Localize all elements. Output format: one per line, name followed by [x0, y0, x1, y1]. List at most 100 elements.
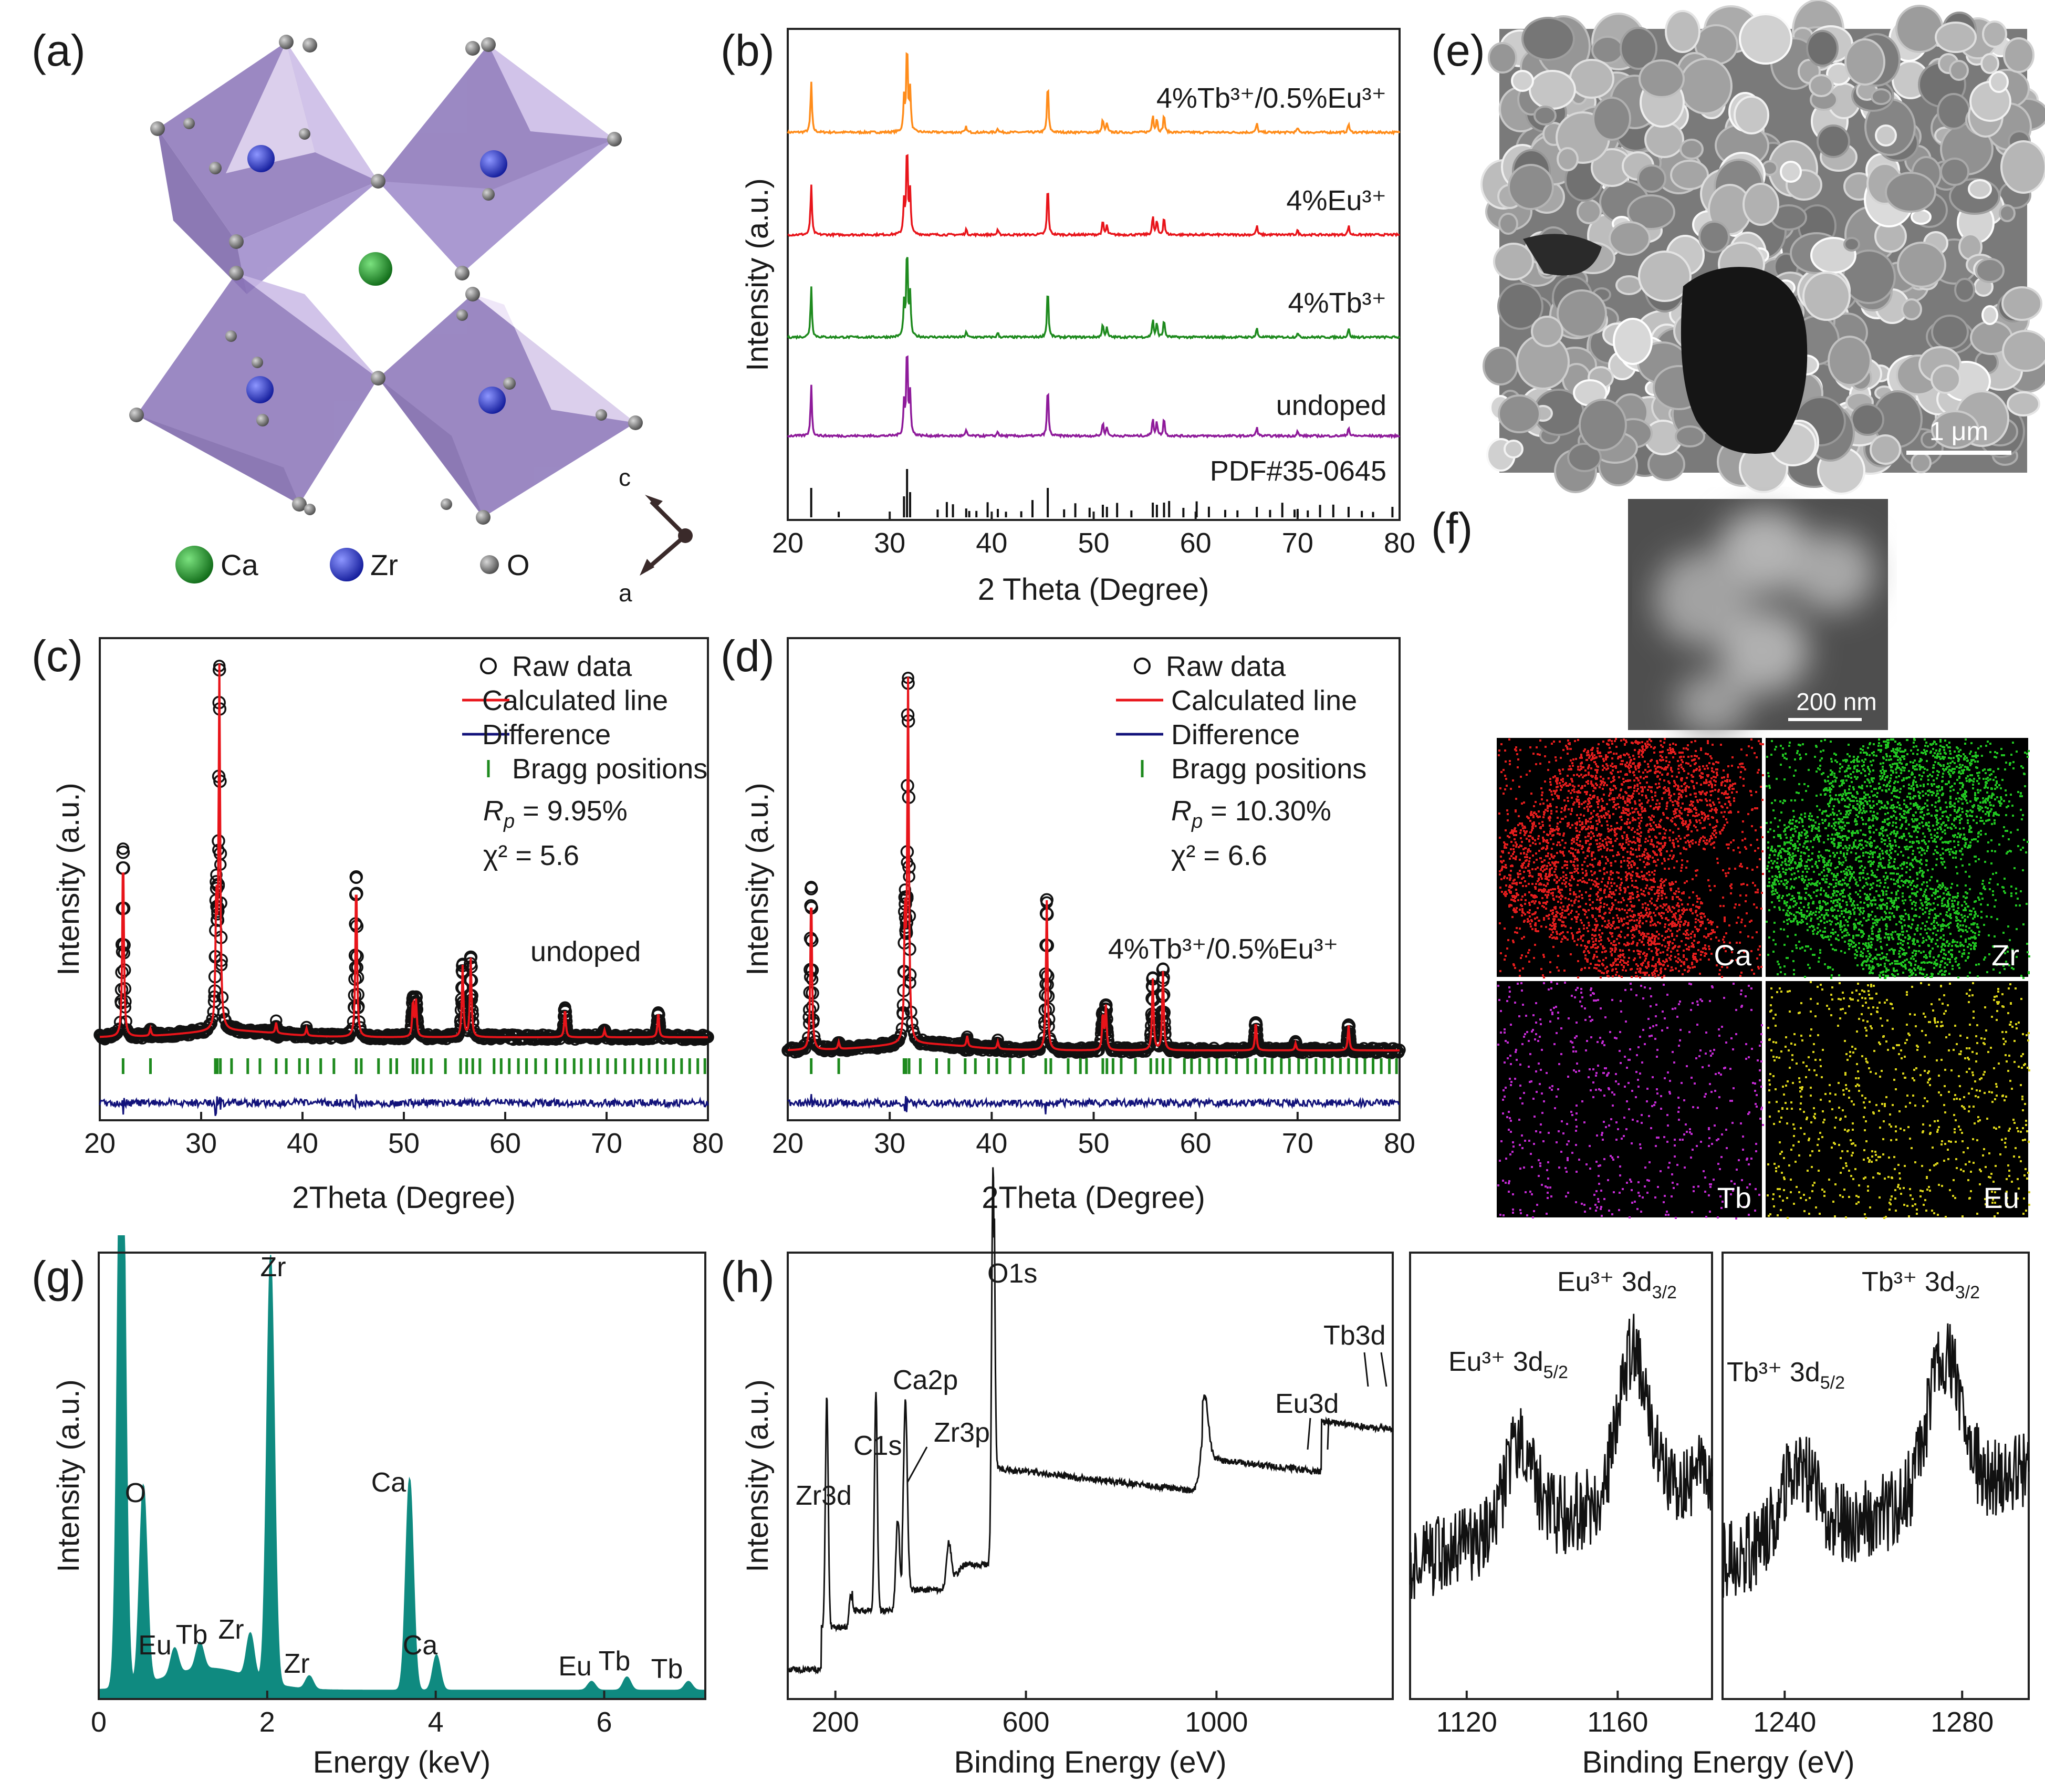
map-dot	[1612, 766, 1614, 768]
map-dot	[1754, 807, 1756, 809]
x-tick-label: 60	[1180, 1128, 1212, 1159]
sem-grain	[1885, 172, 1936, 213]
map-dot	[1545, 908, 1547, 910]
map-dot	[1537, 838, 1539, 840]
map-dot	[1658, 913, 1661, 915]
map-dot	[1647, 942, 1649, 944]
map-dot	[1737, 916, 1739, 919]
map-dot	[1660, 740, 1662, 742]
map-dot	[1537, 907, 1539, 909]
map-dot	[1683, 747, 1685, 749]
map-dot	[1636, 837, 1639, 839]
x-tick-label: 40	[976, 1128, 1007, 1159]
map-dot	[1747, 935, 1749, 937]
map-dot	[1745, 894, 1747, 897]
map-dot	[1757, 949, 1759, 951]
map-dot	[1630, 968, 1632, 971]
map-dot	[1762, 774, 1764, 776]
map-dot	[1731, 791, 1733, 794]
map-dot	[1663, 912, 1665, 914]
map-dot	[1611, 798, 1613, 800]
map-dot	[1665, 766, 1667, 768]
map-dot	[1693, 953, 1695, 955]
map-dot	[1625, 970, 1627, 972]
map-dot	[1743, 785, 1745, 787]
map-dot	[1647, 858, 1650, 860]
map-dot	[1636, 944, 1638, 946]
map-dot	[1654, 970, 1656, 972]
map-dot	[1687, 773, 1689, 775]
map-dot	[1591, 934, 1593, 936]
sem-grain	[1679, 58, 1733, 114]
map-dot	[1707, 818, 1709, 820]
map-dot	[1608, 908, 1610, 910]
map-dot	[1519, 870, 1521, 872]
map-dot	[1747, 813, 1749, 815]
series-label-tb: 4%Tb³⁺	[1288, 287, 1386, 319]
map-dot	[1715, 761, 1717, 763]
map-dot	[1598, 960, 1600, 962]
atom-zr	[478, 387, 506, 414]
map-dot	[1581, 803, 1583, 805]
map-dot	[1582, 877, 1584, 879]
map-dot	[1665, 903, 1667, 905]
map-dot	[1579, 820, 1581, 822]
map-dot	[1753, 973, 1755, 975]
map-dot	[1672, 906, 1674, 908]
map-dot	[1581, 868, 1583, 870]
map-dot	[1590, 780, 1592, 783]
map-dot	[1514, 931, 1516, 933]
map-dot	[1511, 886, 1513, 888]
map-dot	[1755, 829, 1757, 831]
map-dot	[1569, 888, 1571, 890]
map-dot	[1618, 901, 1620, 903]
map-dot	[1611, 743, 1613, 745]
map-dot	[1718, 801, 1720, 804]
map-dot	[1648, 836, 1651, 838]
map-dot	[1651, 886, 1653, 888]
map-dot	[1649, 823, 1651, 825]
map-dot	[1672, 896, 1674, 898]
map-dot	[1579, 931, 1581, 933]
map-dot	[1654, 914, 1656, 916]
map-dot	[1639, 921, 1641, 923]
x-tick-label: 70	[591, 1128, 622, 1159]
map-dot	[1643, 944, 1645, 946]
map-dot	[1578, 928, 1580, 930]
map-dot	[1647, 855, 1650, 857]
map-dot	[1689, 819, 1691, 821]
x-tick-label: 80	[1384, 527, 1415, 559]
map-dot	[1658, 832, 1661, 835]
map-dot	[1549, 971, 1551, 973]
map-dot	[1639, 956, 1641, 958]
map-dot	[1609, 912, 1611, 914]
legend-bragg: Bragg positions	[512, 753, 707, 785]
map-dot	[1707, 740, 1709, 742]
map-dot	[1670, 889, 1672, 891]
map-dot	[1577, 960, 1579, 962]
map-dot	[1686, 909, 1688, 911]
map-dot	[1603, 794, 1605, 796]
map-dot	[1690, 800, 1692, 803]
map-dot	[1637, 788, 1639, 790]
calculated-line	[100, 663, 708, 1038]
map-dot	[1529, 909, 1531, 911]
map-dot	[1708, 958, 1710, 961]
map-dot	[1592, 946, 1594, 948]
map-dot	[1757, 891, 1759, 893]
map-dot	[1642, 788, 1644, 790]
map-dot	[1673, 845, 1675, 847]
map-dot	[1535, 922, 1537, 924]
map-dot	[1562, 876, 1564, 878]
map-dot	[1692, 805, 1694, 807]
map-dot	[1555, 759, 1557, 762]
map-dot	[1622, 778, 1624, 780]
map-dot	[1584, 791, 1586, 793]
map-dot	[1745, 848, 1747, 850]
map-dot	[1629, 762, 1631, 764]
map-dot	[1654, 904, 1656, 907]
map-dot	[1582, 934, 1584, 936]
map-dot	[1576, 839, 1578, 841]
map-dot	[1677, 760, 1679, 762]
map-dot	[1758, 967, 1760, 970]
